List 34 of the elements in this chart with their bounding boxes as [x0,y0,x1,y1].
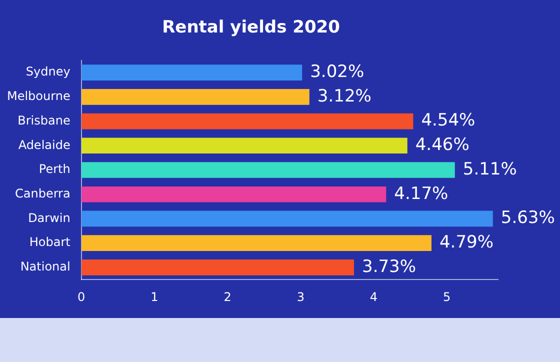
x-tick-label: 2 [224,290,232,304]
y-tick-label: Perth [38,162,70,176]
bar [81,113,414,130]
data-label: 4.79% [439,232,494,252]
bar [81,235,432,251]
bar [81,162,455,178]
bar [81,186,386,202]
bar [81,64,302,80]
x-tick-label: 3 [296,290,304,304]
y-tick-label: National [20,260,70,274]
data-label: 5.11% [462,159,517,180]
data-label: 4.54% [421,110,476,131]
x-tick-label: 5 [443,290,451,304]
x-tick-label: 4 [370,290,378,304]
y-tick-label: Hobart [29,235,71,250]
y-tick-label: Brisbane [18,113,70,128]
data-label: 4.46% [415,135,470,156]
data-label: 3.02% [310,62,364,82]
bar [81,210,493,227]
y-tick-label: Canberra [14,186,70,200]
data-label: 3.12% [317,86,372,106]
y-tick-label: Adelaide [18,138,70,152]
data-label: 3.73% [362,256,416,277]
y-tick-label: Darwin [28,210,70,225]
bar [81,138,408,154]
bar [81,260,354,276]
y-tick-label: Melbourne [6,89,70,104]
data-label: 5.63% [500,208,555,228]
data-label: 4.17% [394,184,448,204]
y-tick-label: Sydney [26,64,70,79]
chart-title: Rental yields 2020 [162,18,340,38]
x-tick-label: 0 [78,290,86,304]
x-tick-label: 1 [150,290,158,304]
bar [81,89,310,105]
